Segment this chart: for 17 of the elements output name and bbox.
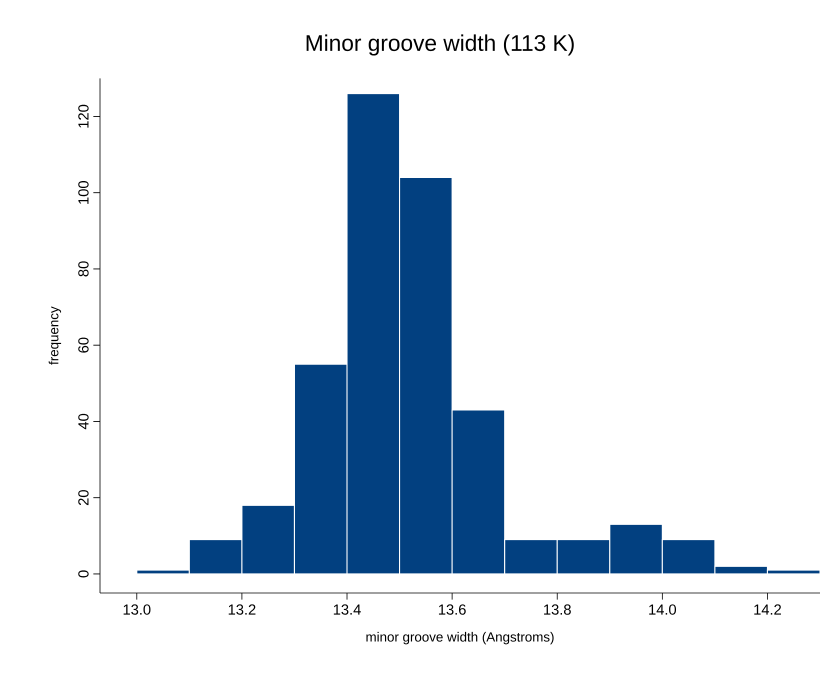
x-axis-title: minor groove width (Angstroms): [366, 632, 554, 644]
x-tick-label: 14.0: [649, 604, 676, 615]
y-tick-label: 0: [78, 570, 89, 578]
x-tick-label: 13.4: [334, 604, 361, 615]
x-tick-label: 13.8: [544, 604, 571, 615]
x-tick-label: 13.2: [228, 604, 256, 615]
x-tick-label: 13.6: [438, 604, 466, 615]
x-tick-label: 14.2: [754, 604, 781, 615]
y-tick-label: 40: [78, 414, 89, 430]
chart-title: Minor groove width (113 K): [306, 34, 574, 56]
y-tick-label: 60: [78, 338, 89, 353]
y-tick-label: 20: [78, 490, 89, 506]
y-tick-label: 80: [78, 261, 89, 276]
y-axis-title: frequency: [48, 306, 62, 365]
x-tick-label: 13.0: [124, 604, 150, 615]
y-tick-label: 120: [78, 104, 89, 128]
y-tick-label: 100: [78, 181, 89, 204]
